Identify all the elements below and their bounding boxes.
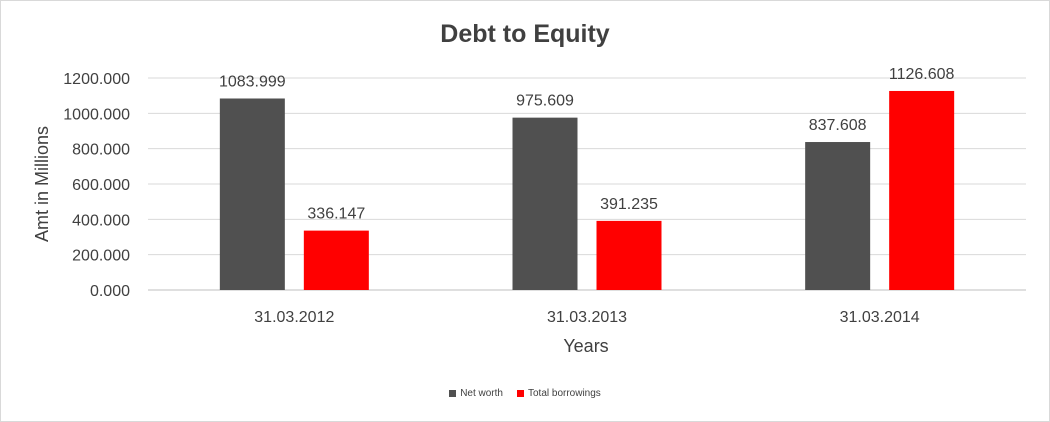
data-label: 336.147: [307, 206, 365, 223]
data-label: 1126.608: [889, 66, 955, 83]
bar-total-borrowings: [596, 220, 662, 290]
legend-swatch-net-worth: [449, 390, 457, 397]
y-axis-label: Amt in Millions: [32, 126, 52, 242]
bar-total-borrowings: [303, 230, 369, 290]
y-tick-label: 600.000: [72, 177, 130, 194]
data-label: 837.608: [809, 117, 867, 134]
bar-net-worth: [805, 142, 871, 290]
data-label: 391.235: [600, 196, 658, 213]
legend-item-total-borrowings: Total borrowings: [516, 388, 601, 399]
x-tick-label: 31.03.2012: [254, 309, 334, 326]
x-tick-label: 31.03.2013: [547, 309, 627, 326]
legend-label-total-borrowings: Total borrowings: [527, 388, 601, 399]
legend-label-net-worth: Net worth: [460, 388, 503, 399]
bar-total-borrowings: [889, 90, 955, 291]
legend-item-net-worth: Net worth: [449, 388, 503, 399]
legend-swatch-total-borrowings: [516, 390, 524, 397]
data-label: 1083.999: [219, 73, 286, 90]
chart-title: Debt to Equity: [440, 20, 610, 48]
bar-net-worth: [219, 98, 285, 291]
y-tick-label: 1200.000: [63, 71, 130, 88]
y-tick-label: 400.000: [72, 212, 130, 229]
y-tick-label: 0.000: [90, 283, 130, 300]
chart-legend: Net worth Total borrowings: [0, 388, 1050, 399]
y-tick-label: 800.000: [72, 142, 130, 159]
y-tick-label: 200.000: [72, 248, 130, 265]
x-tick-label: 31.03.2014: [840, 309, 920, 326]
data-label: 975.609: [516, 93, 574, 110]
x-axis-label: Years: [563, 336, 608, 356]
y-tick-label: 1000.000: [63, 106, 130, 123]
bar-net-worth: [512, 117, 578, 290]
